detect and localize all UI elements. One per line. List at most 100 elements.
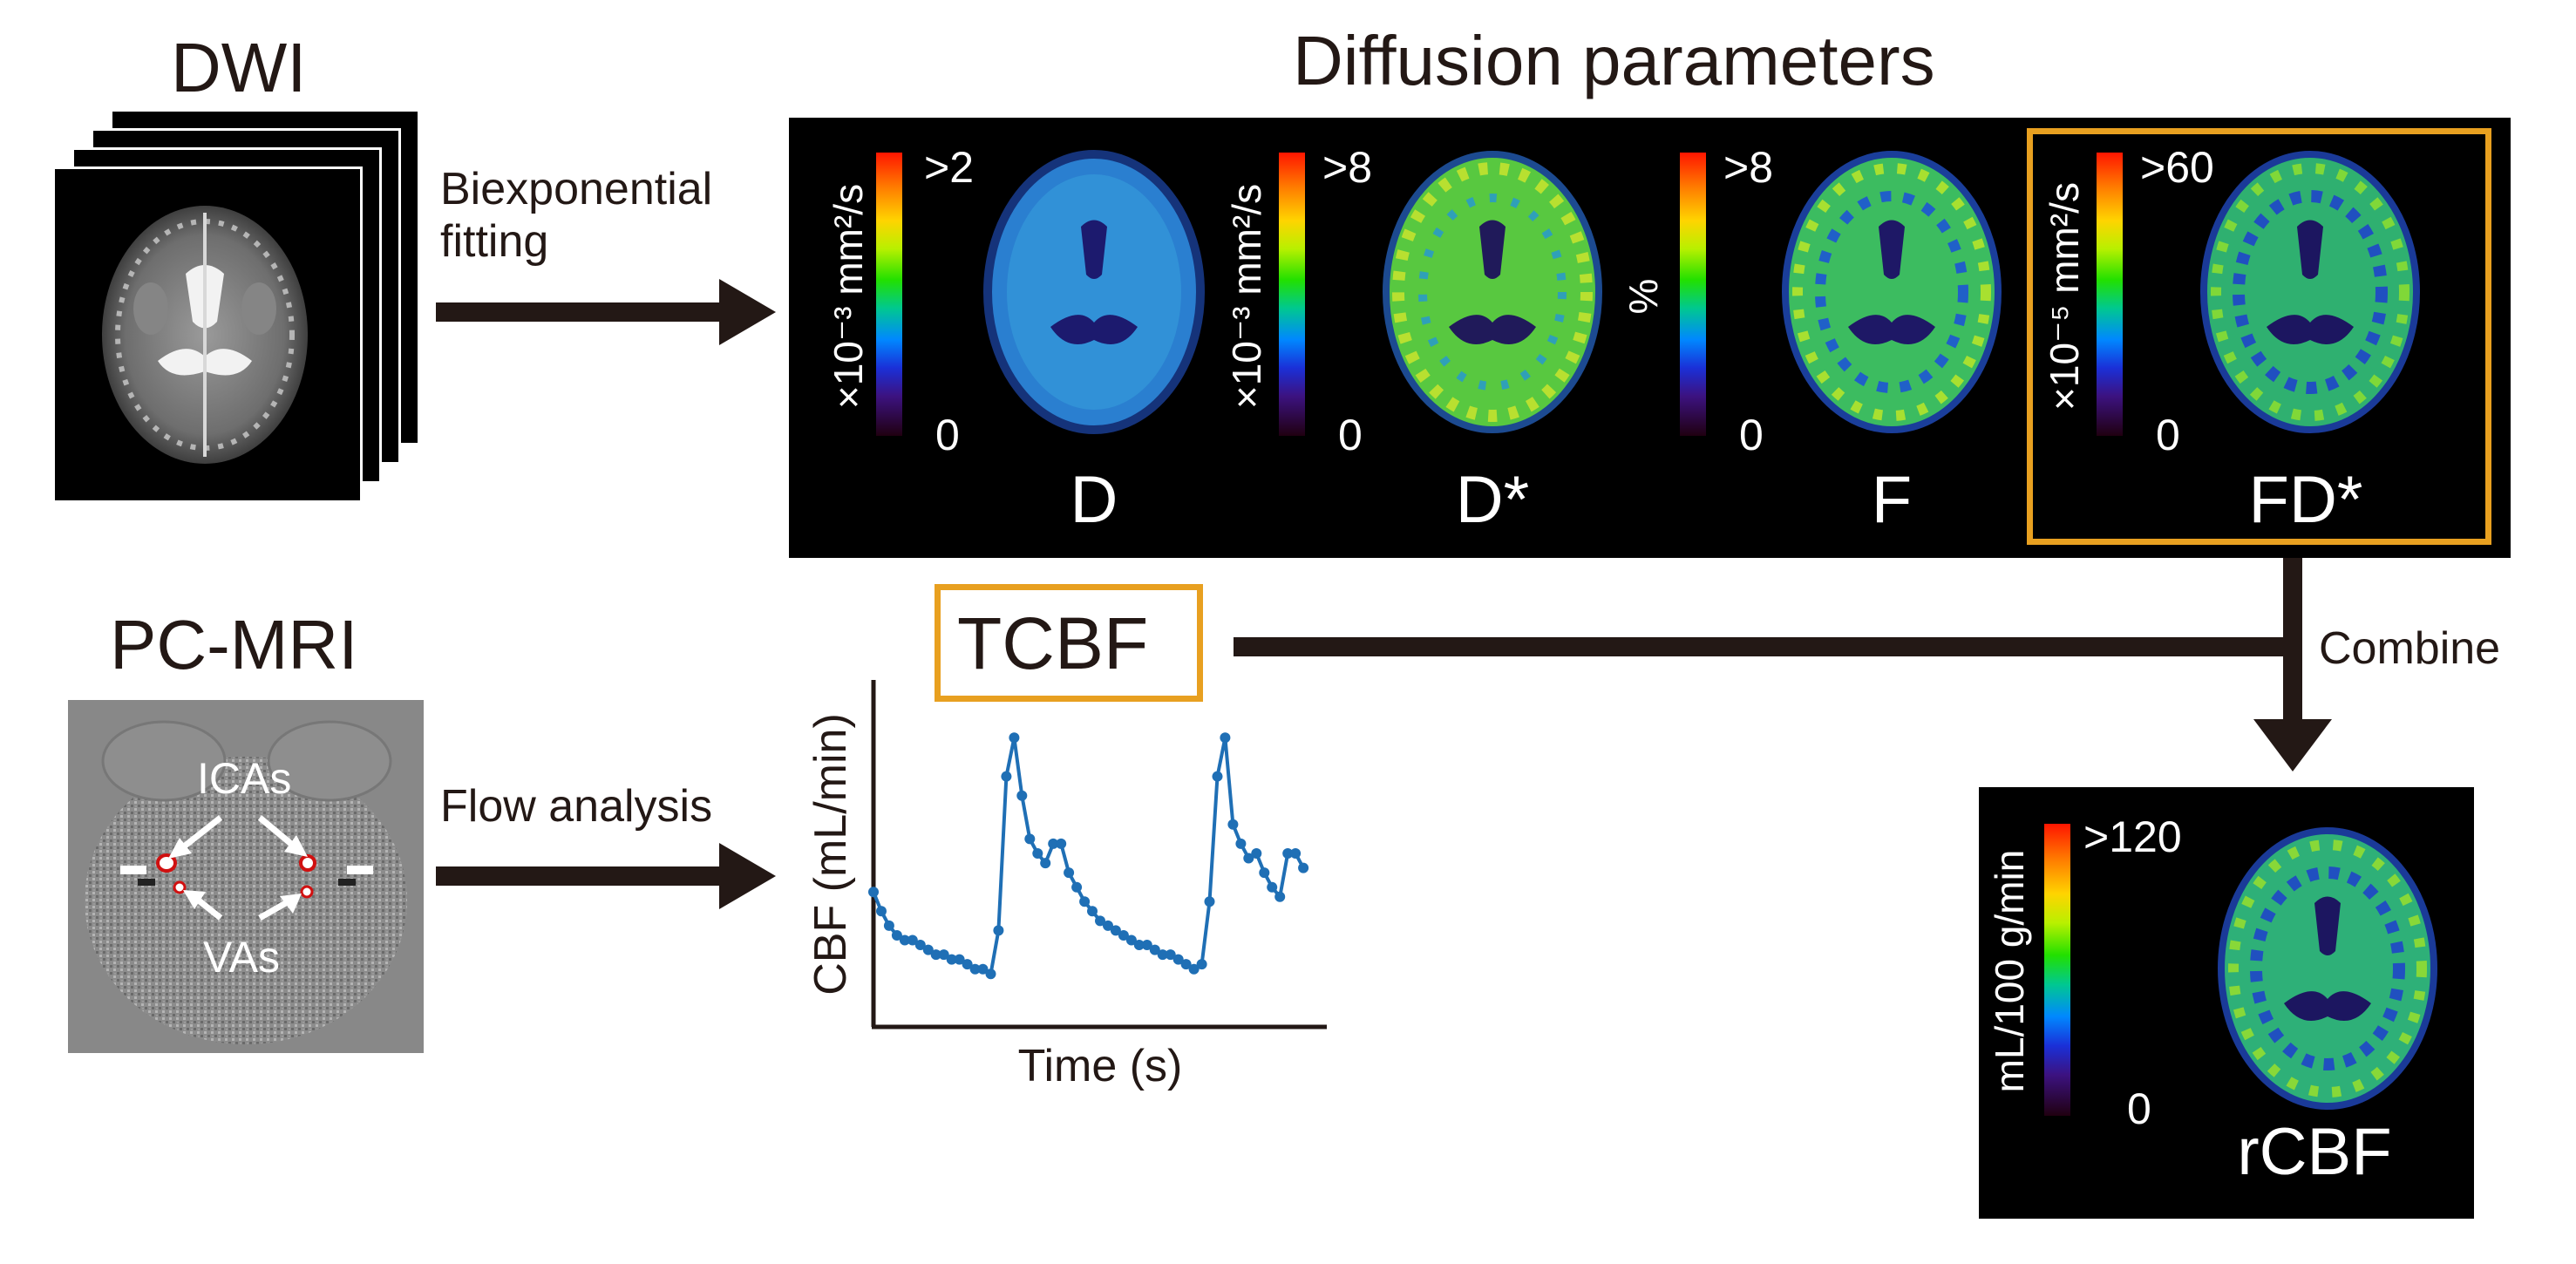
brain-map-dstar [1383,151,1602,433]
cbf-point [1188,963,1200,975]
cbf-point [1267,881,1278,893]
colorbar-d [876,153,902,436]
name-fdstar: FD* [2248,463,2363,537]
cbf-point [914,940,926,950]
min-rcbf: 0 [2127,1084,2151,1133]
chart-xlabel: Time (s) [1018,1041,1183,1091]
cbf-point [1118,930,1129,941]
cbf-point [985,968,996,980]
cbf-point [1149,944,1160,955]
cbf-point [1196,959,1207,970]
cbf-point [1282,848,1294,859]
max-d: >2 [924,143,975,192]
chart-ylabel: CBF (mL/min) [805,713,856,996]
cbf-point [1064,867,1075,879]
name-rcbf: rCBF [2237,1115,2392,1189]
cbf-point [969,963,981,975]
brain-map-fdstar [2200,151,2420,433]
cbf-point [1103,920,1113,931]
unit-d: ×10⁻³ mm²/s [826,183,871,410]
rcbf-panel: >120 0 mL/100 g/min rCBF [1979,787,2474,1219]
cbf-point [1001,771,1012,782]
cbf-point [1165,949,1176,961]
va-right-roi [300,885,314,899]
pcmri-image: ICAs VAs [68,700,424,1053]
cbf-point [883,920,894,931]
ica-left-roi [156,853,177,873]
ica-label: ICAs [197,754,292,803]
flow-label: Flow analysis [440,781,713,832]
cbf-point [954,954,965,965]
cbf-point [899,934,910,946]
name-f: F [1871,463,1913,537]
diffusion-title: Diffusion parameters [1293,22,1935,99]
dwi-slice-front [52,166,363,503]
cbf-point [1079,896,1091,907]
cbf-point [1220,732,1231,744]
va-left-roi [173,880,187,894]
tcbf-label: TCBF [957,602,1149,684]
cbf-point [1180,959,1192,970]
cbf-point [1259,867,1270,879]
unit-dstar: ×10⁻³ mm²/s [1224,183,1269,410]
cbf-point [1125,934,1137,946]
cbf-point [1274,891,1286,902]
pcmri-title: PC-MRI [110,606,358,683]
pcmri-phase-image [68,700,424,1053]
cbf-point [1110,925,1121,936]
cbf-point [1243,853,1254,864]
cbf-point [1056,838,1067,849]
ica-right-roi [299,854,316,872]
cbf-point [1235,838,1247,849]
unit-fdstar: ×10⁻⁵ mm²/s [2042,182,2087,411]
max-rcbf: >120 [2083,812,2182,861]
cbf-point [993,925,1004,936]
cbf-point [1290,848,1302,859]
va-label: VAs [203,933,280,982]
cbf-point [1024,833,1036,845]
cbf-point [1212,771,1223,782]
cbf-point [1040,858,1051,869]
cbf-point [1032,848,1043,859]
cbf-chart: CBF (mL/min) Time (s) [805,680,1327,1091]
fit-label-line2: fitting [440,216,549,267]
dwi-brain-image [102,206,308,464]
dwi-stack [52,109,420,503]
cbf-point [938,949,949,961]
brain-map-d [983,150,1205,434]
brain-map-rcbf [2218,827,2437,1110]
cbf-series-line [872,737,1305,977]
cbf-point [1298,862,1309,873]
colorbar-fdstar [2097,153,2123,436]
combine-arrowhead [2253,719,2332,771]
diffusion-panel: >2 0 ×10⁻³ mm²/s D >8 0 ×10⁻³ mm²/s D* >… [789,118,2511,558]
cbf-point [977,963,989,975]
fdstar-highlight-box [2027,128,2491,545]
cbf-point [1016,790,1028,801]
cbf-point [907,934,918,946]
unit-rcbf: mL/100 g/min [1987,849,2032,1093]
cbf-point [891,930,902,941]
cbf-point [1172,954,1184,965]
colorbar-dstar [1279,153,1305,436]
cbf-point [922,944,934,955]
min-fdstar: 0 [2156,411,2180,459]
cbf-point [876,906,887,917]
cbf-point [868,887,879,898]
cbf-point [1095,915,1105,927]
cbf-point [962,959,973,970]
cbf-point [930,949,941,961]
name-dstar: D* [1455,463,1530,537]
min-d: 0 [935,411,960,459]
fit-label-line1: Biexponential [440,164,713,214]
max-dstar: >8 [1322,143,1373,192]
brain-map-f [1782,151,2002,433]
flow-arrowhead [719,843,776,909]
cbf-point [1157,949,1168,961]
name-d: D [1070,463,1118,537]
tcbf-box [935,584,1203,702]
min-f: 0 [1739,411,1764,459]
cbf-point [1141,940,1152,950]
